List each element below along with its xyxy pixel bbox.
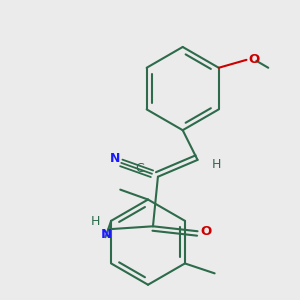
Text: N: N xyxy=(110,152,121,165)
Text: N: N xyxy=(101,228,112,241)
Text: C: C xyxy=(136,162,145,175)
Text: O: O xyxy=(248,53,260,66)
Text: H: H xyxy=(91,215,100,228)
Text: O: O xyxy=(200,225,212,238)
Text: H: H xyxy=(212,158,221,171)
